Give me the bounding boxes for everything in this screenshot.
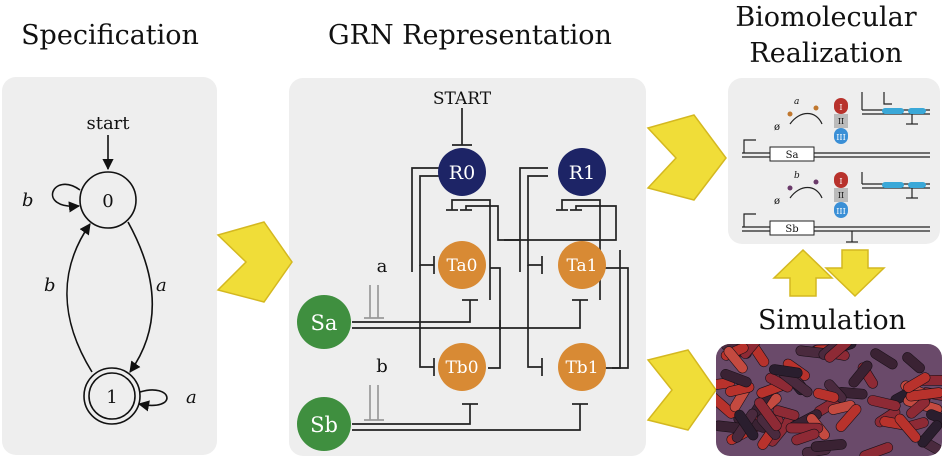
grn-node-r1: R1 (558, 148, 606, 196)
fsm-edge-a-forward-label: a (156, 275, 167, 296)
grn-node-ta0-label: Ta0 (447, 256, 478, 276)
grn-node-r1-label: R1 (569, 162, 595, 184)
simulation-cell (848, 360, 873, 388)
heading-grn-representation: GRN Representation (328, 20, 612, 51)
grn-node-ta1-label: Ta1 (567, 256, 598, 276)
fsm-diagram (51, 135, 168, 425)
grn-node-sa: Sa (297, 295, 351, 349)
bio-bottom-part-3: III (836, 207, 845, 216)
bio-top-null-label: ø (774, 122, 780, 133)
simulation-cell (772, 405, 800, 421)
heading-realization: Realization (749, 38, 903, 69)
simulation-cell (791, 428, 820, 446)
grn-node-tb1-label: Tb1 (565, 358, 598, 378)
fsm-edge-a-self-label: a (186, 387, 197, 408)
heading-specification: Specification (21, 20, 199, 51)
grn-node-ta0: Ta0 (438, 241, 486, 289)
arrow-sim-to-bio (772, 248, 834, 297)
bio-top-part-2: II (838, 117, 844, 126)
simulation-cell (867, 395, 901, 412)
arrow-spec-to-grn (216, 221, 293, 303)
simulation-cells (716, 344, 942, 456)
flow-arrows (216, 114, 886, 431)
simulation-cell (835, 404, 862, 432)
grn-node-tb0-label: Tb0 (445, 358, 478, 378)
grn-node-tb0: Tb0 (438, 343, 486, 391)
simulation-cell (903, 372, 931, 393)
biomolecular-circuit-top: Sa a ø I II III (742, 92, 930, 162)
arrow-grn-to-sim (646, 349, 717, 431)
grn-node-sa-label: Sa (311, 311, 338, 335)
biomolecular-panel (728, 78, 940, 244)
simulation-cell (824, 344, 852, 363)
simulation-cell (810, 439, 847, 452)
grn-signal-a-label: a (377, 256, 388, 277)
simulation-cell (917, 420, 942, 448)
fsm-state-0 (79, 171, 137, 229)
bio-bottom-inducer-label: b (794, 171, 800, 181)
fsm-state-0-label: 0 (102, 191, 113, 212)
specification-panel (2, 77, 217, 455)
grn-start-label: START (433, 89, 492, 109)
biomolecular-circuit-bottom: Sb b ø I II III (742, 171, 930, 243)
fsm-state-1-label: 1 (106, 387, 117, 408)
bio-bottom-gene-label: Sb (785, 224, 798, 235)
grn-node-r0: R0 (438, 148, 486, 196)
simulation-cell (768, 364, 803, 379)
simulation-cell (723, 346, 748, 374)
bio-top-part-1: I (839, 103, 842, 112)
grn-node-sb-label: Sb (310, 413, 338, 437)
simulation-cell (894, 413, 921, 443)
grn-node-ta1: Ta1 (558, 241, 606, 289)
simulation-cell (870, 348, 898, 370)
simulation-cell (720, 369, 752, 388)
simulation-cell (902, 352, 925, 374)
heading-biomolecular: Biomolecular (735, 2, 917, 33)
heading-simulation: Simulation (758, 305, 906, 336)
simulation-cell (813, 388, 840, 403)
fsm-state-1 (83, 367, 141, 425)
simulation-cell (859, 442, 894, 456)
grn-node-tb1: Tb1 (558, 343, 606, 391)
simulation-cell (734, 409, 759, 441)
simulation-cell (754, 397, 782, 432)
grn-node-r0-label: R0 (449, 162, 475, 184)
fsm-edge-b-back-label: b (44, 275, 56, 296)
bio-bottom-part-1: I (839, 177, 842, 186)
bio-bottom-null-label: ø (774, 196, 780, 207)
fsm-edge-b-self-label: b (22, 190, 34, 211)
bio-top-gene-label: Sa (786, 150, 799, 161)
grn-signal-b-label: b (376, 356, 388, 377)
simulation-cell (905, 387, 942, 402)
arrow-grn-to-bio (646, 114, 727, 201)
grn-wiring (352, 108, 629, 431)
bio-bottom-part-2: II (838, 191, 844, 200)
bio-top-inducer-label: a (794, 97, 799, 107)
arrow-bio-to-sim (824, 249, 886, 298)
bio-top-part-3: III (836, 133, 845, 142)
fsm-start-label: start (86, 113, 130, 134)
grn-node-sb: Sb (297, 397, 351, 451)
